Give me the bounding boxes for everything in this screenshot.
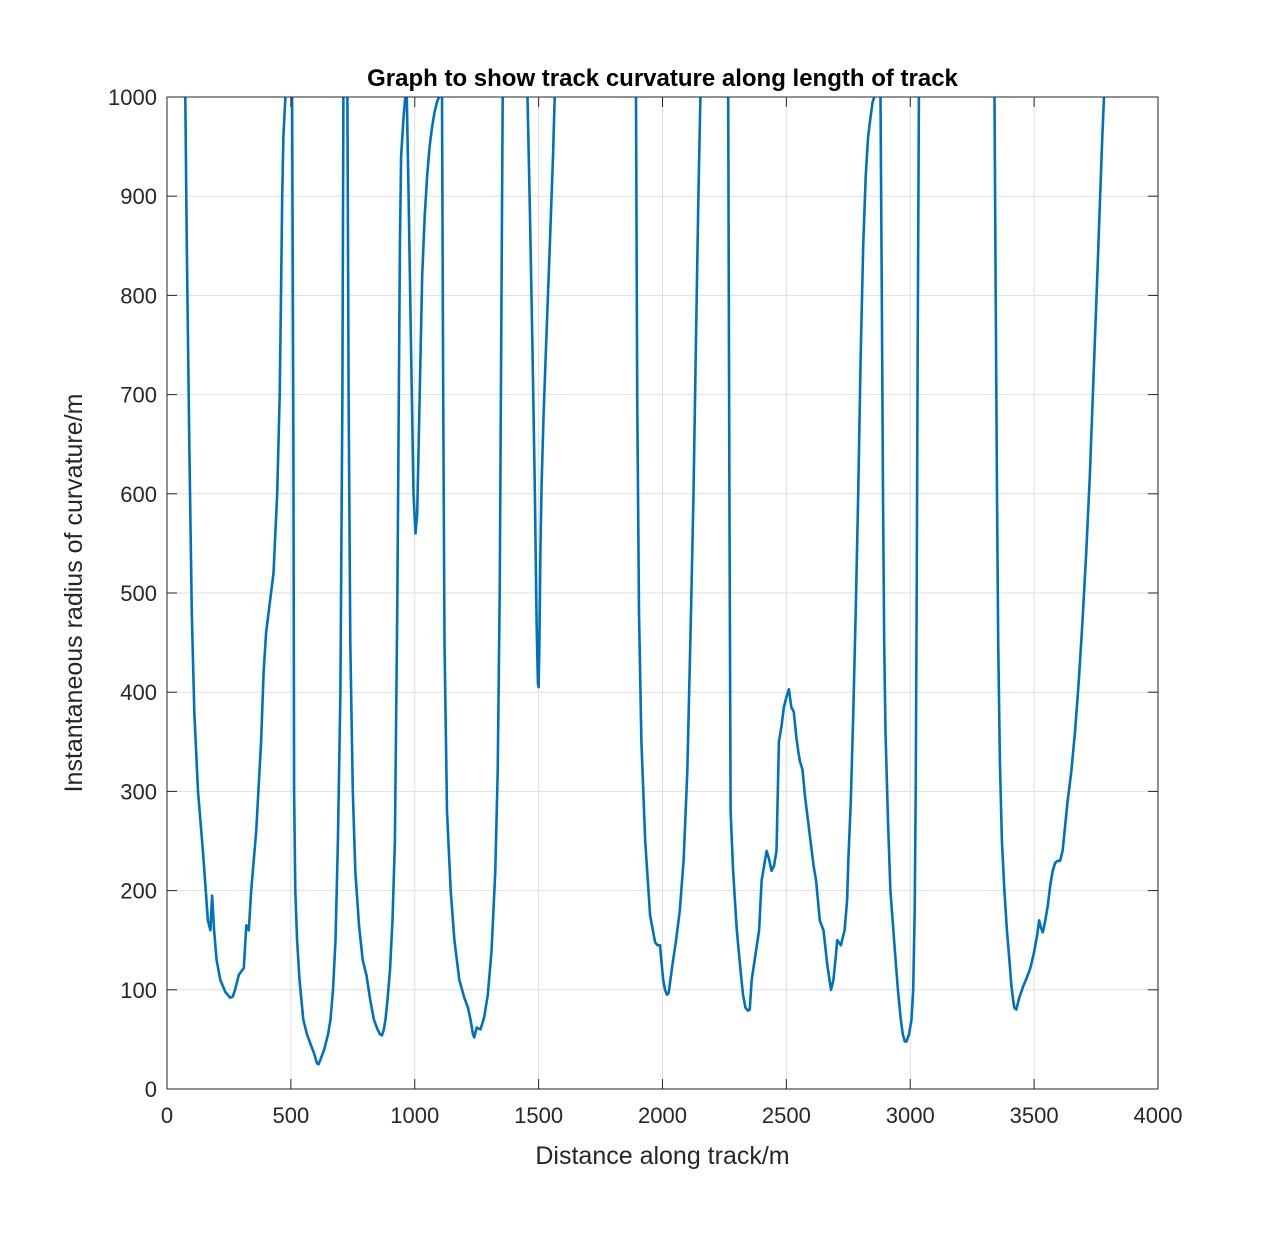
curvature-line-segment-2	[290, 97, 345, 1066]
y-tick-label: 200	[120, 879, 157, 904]
y-axis-label: Instantaneous radius of curvature/m	[60, 394, 88, 793]
y-tick-label: 400	[120, 680, 157, 705]
curvature-line-segment-8	[726, 97, 876, 1012]
curvature-line-segment-1	[184, 97, 287, 1000]
x-tick-label: 3500	[1010, 1103, 1059, 1128]
x-tick-label: 0	[161, 1103, 173, 1128]
x-tick-label: 1000	[390, 1103, 439, 1128]
y-tick-label: 0	[145, 1077, 157, 1102]
y-tick-label: 500	[120, 581, 157, 606]
curvature-line-segment-3	[346, 97, 407, 1037]
curvature-line-segment-6	[526, 97, 557, 689]
x-tick-label: 2500	[762, 1103, 811, 1128]
curvature-line-segment-5	[440, 97, 505, 1039]
curvature-line-segment-10	[993, 97, 1106, 1011]
y-tick-label: 700	[120, 383, 157, 408]
chart-title: Graph to show track curvature along leng…	[367, 65, 958, 92]
y-tick-label: 1000	[108, 85, 157, 110]
y-tick-label: 300	[120, 779, 157, 804]
ticks: 0 500 1000 1500 2000 2500 3000 3500 4000 0 100 200 3…	[108, 85, 1182, 1128]
grid	[166, 96, 1159, 1090]
x-tick-label: 3000	[886, 1103, 935, 1128]
x-tick-label: 500	[273, 1103, 310, 1128]
y-tick-label: 800	[120, 283, 157, 308]
y-tick-label: 600	[120, 482, 157, 507]
curvature-line-segment-7	[634, 97, 702, 997]
curvature-line-segment-4	[405, 97, 441, 535]
series-group	[184, 97, 1106, 1066]
x-tick-label: 1500	[514, 1103, 563, 1128]
y-tick-label: 100	[120, 978, 157, 1003]
x-tick-label: 4000	[1134, 1103, 1183, 1128]
y-tick-label: 900	[120, 184, 157, 209]
x-tick-label: 2000	[638, 1103, 687, 1128]
curvature-line-segment-9	[879, 97, 921, 1043]
x-axis-label: Distance along track/m	[535, 1142, 789, 1170]
